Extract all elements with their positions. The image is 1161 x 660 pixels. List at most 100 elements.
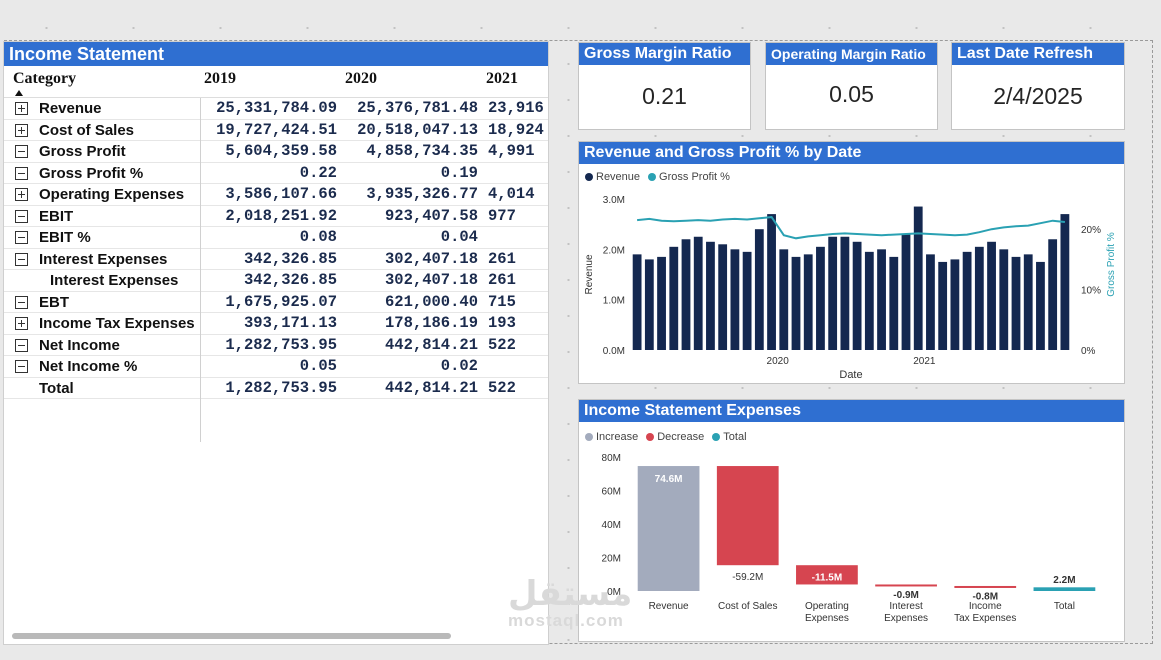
revenue-bar [974, 246, 984, 350]
income-statement-expenses-chart[interactable]: Income Statement Expenses Increase Decre… [578, 399, 1125, 642]
revenue-bar [1011, 256, 1021, 350]
revenue-bar [1036, 261, 1045, 350]
column-header-2019[interactable]: 2019 [204, 70, 236, 87]
table-row[interactable]: Total 1,282,753.95 442,814.21 522 [4, 378, 548, 399]
table-row[interactable]: Gross Profit % 0.22 0.19 [4, 163, 548, 184]
income-statement-matrix[interactable]: Income Statement Category 2019 2020 2021… [3, 41, 549, 645]
collapse-minus-icon[interactable] [15, 231, 28, 244]
table-row[interactable]: Interest Expenses 342,326.85 302,407.18 261 [4, 270, 548, 292]
column-header-category[interactable]: Category [13, 70, 77, 87]
legend-label: Decrease [657, 431, 705, 443]
row-label: Income Tax Expenses [39, 315, 195, 332]
row-label: Net Income [39, 336, 120, 354]
cell-2021: 261 [488, 249, 516, 268]
cell-2020: 302,407.18 [384, 249, 478, 268]
table-row[interactable]: Operating Expenses 3,586,107.66 3,935,326.… [4, 184, 548, 206]
y2-tick-label: 0% [1081, 346, 1096, 357]
legend-label: Gross Profit % [659, 171, 730, 183]
waterfall-bar [716, 466, 779, 566]
legend-item-gross-profit[interactable]: Gross Profit % [648, 171, 730, 183]
row-label: Interest Expenses [50, 272, 179, 289]
legend-marker-icon [648, 173, 657, 181]
row-label: Interest Expenses [39, 250, 168, 268]
data-label: -59.2M [732, 572, 763, 583]
column-header-2021[interactable]: 2021 [486, 70, 518, 87]
collapse-minus-icon[interactable] [15, 252, 28, 266]
cell-2021: 715 [488, 292, 516, 311]
collapse-minus-icon[interactable] [15, 209, 28, 223]
legend-label: Revenue [596, 171, 641, 183]
chart-title: Income Statement Expenses [579, 400, 1124, 422]
kpi-title: Gross Margin Ratio [579, 43, 750, 65]
sort-ascending-icon[interactable] [15, 90, 23, 96]
y-tick-label: 80M [602, 453, 621, 464]
cell-2020: 25,376,781.48 [357, 99, 478, 117]
kpi-card-last-refresh: Last Date Refresh 2/4/2025 [951, 42, 1125, 130]
horizontal-scrollbar[interactable] [12, 633, 451, 639]
cell-2019: 0.22 [299, 163, 337, 182]
x-tick-label: 2021 [913, 356, 936, 367]
expand-plus-icon[interactable] [15, 123, 28, 137]
x-tick-label: Interest [889, 601, 923, 612]
matrix-body: Revenue 25,331,784.09 25,376,781.48 23,916 C… [4, 98, 548, 399]
revenue-bar [950, 259, 960, 350]
collapse-minus-icon[interactable] [15, 145, 28, 158]
legend-item-revenue[interactable]: Revenue [585, 171, 640, 183]
expand-plus-icon[interactable] [15, 188, 28, 201]
data-label: -0.9M [893, 590, 919, 601]
table-row[interactable]: Gross Profit 5,604,359.58 4,858,734.35 4,99… [4, 141, 548, 163]
cell-2020: 0.04 [440, 228, 478, 246]
gross-profit-line [637, 216, 1066, 240]
revenue-bar [791, 256, 801, 350]
legend-item-decrease[interactable]: Decrease [646, 431, 704, 443]
legend-item-total[interactable]: Total [712, 431, 747, 443]
table-row[interactable]: EBIT % 0.08 0.04 [4, 227, 548, 249]
cell-2021: 4,991 [488, 142, 535, 160]
revenue-gross-profit-chart[interactable]: Revenue and Gross Profit % by Date Reven… [578, 141, 1125, 384]
table-row[interactable]: Revenue 25,331,784.09 25,376,781.48 23,916 [4, 98, 548, 120]
table-row[interactable]: Net Income 1,282,753.95 442,814.21 522 [4, 335, 548, 356]
kpi-value: 0.05 [829, 81, 874, 107]
matrix-table: Category 2019 2020 2021 Revenue 25,331,78… [4, 68, 548, 399]
x-tick-label: Cost of Sales [718, 601, 777, 612]
cell-2021: 522 [488, 335, 516, 354]
kpi-value: 2/4/2025 [993, 83, 1083, 109]
collapse-minus-icon[interactable] [15, 166, 28, 180]
cell-2019: 19,727,424.51 [216, 120, 337, 139]
table-row[interactable]: Cost of Sales 19,727,424.51 20,518,047.13 1… [4, 120, 548, 141]
collapse-minus-icon[interactable] [15, 360, 28, 373]
legend-item-increase[interactable]: Increase [585, 431, 638, 443]
cell-2021: 4,014 [488, 185, 535, 203]
cell-2020: 442,814.21 [384, 335, 478, 354]
y-axis-label: Revenue [584, 254, 595, 294]
expand-plus-icon[interactable] [15, 317, 28, 330]
y-tick-label: 0M [607, 587, 621, 598]
x-tick-label: 2020 [767, 356, 790, 367]
cell-2020: 442,814.21 [384, 378, 478, 397]
x-tick-label: Tax Expenses [954, 613, 1016, 624]
collapse-minus-icon[interactable] [15, 295, 28, 309]
y-tick-label: 20M [602, 554, 621, 565]
revenue-bar [681, 239, 691, 350]
row-label: Cost of Sales [39, 121, 135, 139]
expand-plus-icon[interactable] [15, 102, 28, 115]
table-row[interactable]: Net Income % 0.05 0.02 [4, 356, 548, 378]
column-header-2020[interactable]: 2020 [345, 70, 377, 87]
row-label: Revenue [39, 100, 102, 117]
legend-label: Total [723, 431, 747, 443]
revenue-bar [816, 246, 825, 350]
collapse-minus-icon[interactable] [15, 338, 28, 352]
row-label: EBIT [39, 207, 74, 225]
x-tick-label: Total [1054, 601, 1075, 612]
data-label: -0.8M [972, 591, 998, 602]
legend-marker-icon [646, 433, 655, 441]
table-row[interactable]: EBT 1,675,925.07 621,000.40 715 [4, 292, 548, 313]
table-row[interactable]: EBIT 2,018,251.92 923,407.58 977 [4, 206, 548, 227]
table-row[interactable]: Interest Expenses 342,326.85 302,407.18 261 [4, 249, 548, 270]
revenue-bar [864, 251, 874, 350]
waterfall-chart-plot: 0M 20M 40M 60M 80M 74.6M Revenue -59.2M Cost of … [602, 453, 1096, 624]
cell-2021: 23,916 [488, 99, 544, 117]
cell-2019: 342,326.85 [243, 249, 337, 268]
table-row[interactable]: Income Tax Expenses 393,171.13 178,186.19 1… [4, 313, 548, 335]
